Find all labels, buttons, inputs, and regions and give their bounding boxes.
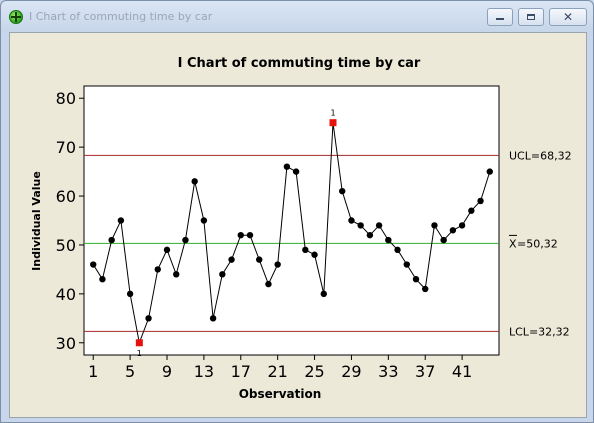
data-point bbox=[477, 197, 484, 205]
data-point bbox=[292, 168, 300, 175]
data-point bbox=[219, 271, 226, 278]
data-point bbox=[394, 246, 401, 254]
maximize-button[interactable] bbox=[518, 8, 544, 26]
center-line-symbol: X bbox=[509, 237, 517, 250]
x-tick-label: 33 bbox=[378, 362, 398, 381]
x-tick-label: 1 bbox=[88, 362, 98, 381]
data-point bbox=[283, 163, 291, 170]
x-tick-label: 9 bbox=[162, 362, 172, 381]
data-point bbox=[228, 256, 235, 263]
data-point bbox=[265, 280, 272, 288]
y-axis-label: Individual Value bbox=[30, 171, 43, 271]
data-point bbox=[209, 315, 217, 322]
y-tick-label: 80 bbox=[56, 89, 76, 108]
title-bar[interactable]: I Chart of commuting time by car ✕ bbox=[1, 1, 593, 33]
data-point bbox=[302, 246, 309, 254]
data-point bbox=[375, 222, 383, 229]
test-failure-label: 1 bbox=[330, 109, 335, 118]
minitab-graph-icon bbox=[9, 10, 23, 24]
i-chart: I Chart of commuting time by car 30 40 50 6… bbox=[30, 56, 572, 401]
y-tick-label: 40 bbox=[56, 285, 76, 304]
x-tick-label: 17 bbox=[231, 362, 251, 381]
minimize-button[interactable] bbox=[487, 8, 513, 26]
data-point bbox=[145, 315, 152, 322]
test-failure-label: 1 bbox=[137, 349, 142, 358]
y-tick-label: 70 bbox=[56, 138, 76, 157]
data-point bbox=[440, 236, 447, 244]
flagged-point bbox=[135, 339, 143, 347]
data-point bbox=[486, 168, 493, 175]
minimize-icon bbox=[496, 18, 504, 20]
data-point bbox=[191, 178, 198, 185]
plot-area bbox=[83, 85, 500, 356]
data-point bbox=[320, 290, 327, 298]
data-point bbox=[182, 236, 189, 244]
chart-title: I Chart of commuting time by car bbox=[178, 56, 421, 71]
data-point bbox=[458, 222, 466, 229]
data-point bbox=[246, 231, 254, 239]
data-point bbox=[90, 261, 97, 268]
limit-label-ucl: UCL=68,32 bbox=[509, 149, 572, 162]
data-point bbox=[403, 261, 410, 268]
limit-label-lcl: LCL=32,32 bbox=[509, 325, 570, 338]
data-point bbox=[126, 290, 134, 298]
data-point bbox=[468, 207, 475, 214]
window-title: I Chart of commuting time by car bbox=[29, 10, 213, 23]
maximize-icon bbox=[527, 14, 535, 20]
data-point bbox=[449, 227, 457, 234]
data-point bbox=[163, 246, 171, 254]
x-tick-label: 37 bbox=[415, 362, 435, 381]
data-point bbox=[108, 236, 115, 244]
close-icon: ✕ bbox=[562, 10, 574, 24]
data-point bbox=[173, 271, 180, 278]
x-tick-label: 29 bbox=[341, 362, 361, 381]
y-tick-label: 50 bbox=[56, 236, 76, 255]
y-tick-label: 60 bbox=[56, 187, 76, 206]
data-series: 11 bbox=[90, 109, 493, 358]
data-point bbox=[99, 275, 106, 283]
data-point bbox=[200, 217, 208, 224]
x-axis-label: Observation bbox=[239, 387, 322, 401]
x-tick-label: 5 bbox=[125, 362, 135, 381]
data-point bbox=[117, 217, 125, 224]
data-point bbox=[348, 217, 355, 224]
x-tick-label: 25 bbox=[304, 362, 324, 381]
data-point bbox=[339, 187, 346, 195]
control-limits: UCL=68,32 X =50,32 LCL=32,32 bbox=[84, 149, 572, 338]
x-tick-label: 41 bbox=[452, 362, 472, 381]
data-point bbox=[237, 231, 244, 239]
data-point bbox=[274, 261, 281, 268]
center-line-label: =50,32 bbox=[517, 237, 558, 250]
x-tick-label: 13 bbox=[194, 362, 214, 381]
data-point bbox=[412, 275, 420, 283]
flagged-point bbox=[329, 119, 337, 127]
data-point bbox=[385, 236, 392, 244]
data-point bbox=[311, 251, 318, 258]
data-point bbox=[431, 222, 438, 229]
data-point bbox=[422, 285, 429, 293]
y-tick-label: 30 bbox=[56, 334, 76, 353]
data-point bbox=[357, 222, 364, 229]
data-point bbox=[366, 231, 374, 239]
data-point bbox=[256, 256, 263, 263]
graph-area: I Chart of commuting time by car 30 40 50 6… bbox=[9, 32, 587, 418]
data-point bbox=[154, 266, 161, 273]
x-tick-label: 21 bbox=[267, 362, 287, 381]
close-button[interactable]: ✕ bbox=[549, 8, 587, 26]
